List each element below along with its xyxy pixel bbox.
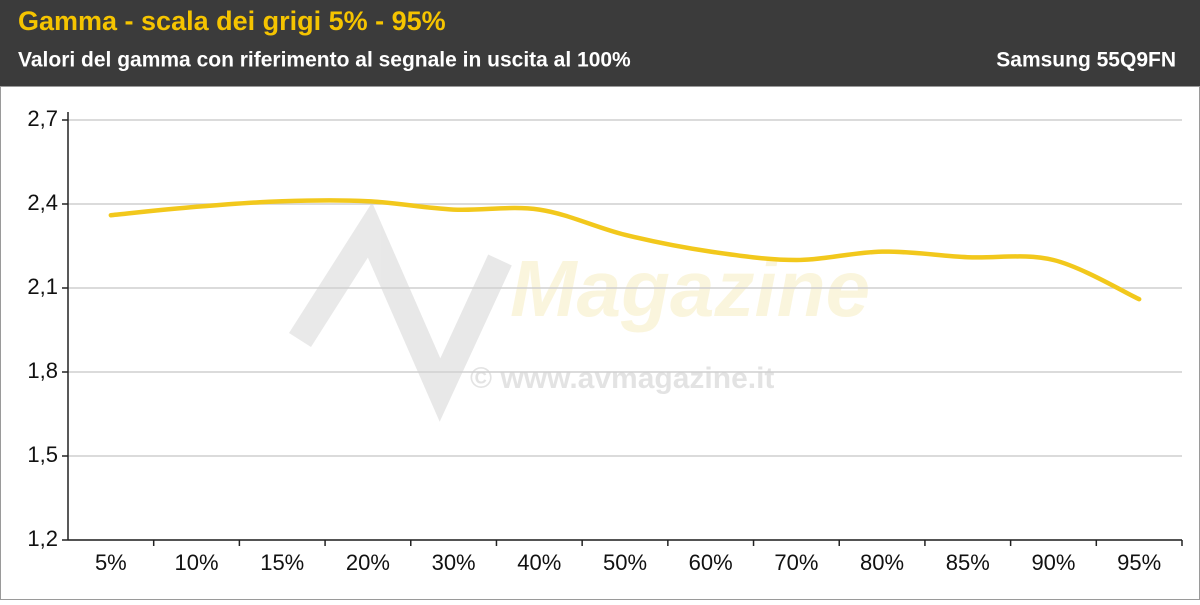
x-tick-label: 80% — [860, 550, 904, 575]
y-tick-label: 2,1 — [27, 274, 58, 299]
x-tick-label: 5% — [95, 550, 127, 575]
y-tick-label: 1,2 — [27, 526, 58, 551]
x-tick-label: 85% — [946, 550, 990, 575]
x-tick-label: 60% — [689, 550, 733, 575]
x-tick-label: 95% — [1117, 550, 1161, 575]
x-tick-label: 40% — [517, 550, 561, 575]
x-tick-label: 50% — [603, 550, 647, 575]
x-tick-label: 90% — [1031, 550, 1075, 575]
y-tick-label: 1,5 — [27, 442, 58, 467]
x-tick-label: 10% — [175, 550, 219, 575]
x-tick-label: 15% — [260, 550, 304, 575]
watermark-av — [289, 202, 512, 422]
watermark-url: © www.avmagazine.it — [470, 362, 774, 395]
y-tick-label: 2,4 — [27, 190, 58, 215]
header — [0, 0, 1200, 86]
device-name: Samsung 55Q9FN — [996, 49, 1176, 72]
y-tick-label: 1,8 — [27, 358, 58, 383]
x-tick-label: 70% — [774, 550, 818, 575]
line-series — [108, 198, 1142, 302]
y-tick-label: 2,7 — [27, 106, 58, 131]
chart-subtitle: Valori del gamma con riferimento al segn… — [18, 49, 631, 72]
chart-title: Gamma - scala dei grigi 5% - 95% — [18, 6, 446, 36]
x-tick-label: 20% — [346, 550, 390, 575]
x-tick-label: 30% — [432, 550, 476, 575]
